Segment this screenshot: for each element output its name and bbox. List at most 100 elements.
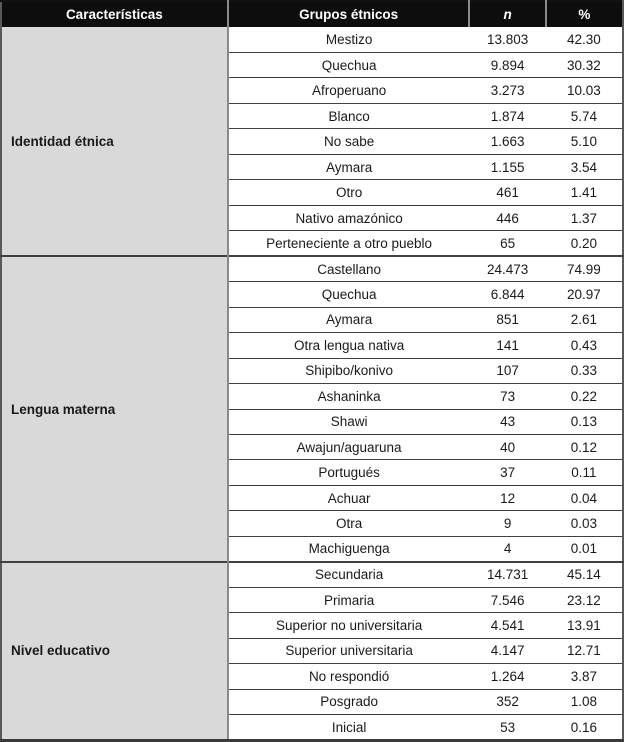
group-cell: Posgrado <box>227 688 470 715</box>
n-cell: 461 <box>469 179 546 206</box>
group-cell: Shipibo/konivo <box>227 357 470 384</box>
n-cell: 446 <box>469 204 546 231</box>
n-cell: 1.155 <box>469 153 546 180</box>
group-cell: Quechua <box>227 51 470 78</box>
n-cell: 13.803 <box>486 31 529 47</box>
table-row: Otra lengua nativa 141 0.43 <box>1 332 623 359</box>
category-cell: Nivel educativo <box>1 560 229 741</box>
table-row: Perteneciente a otro pueblo 65 0.20 <box>1 230 623 257</box>
table-body: Identidad étnica Mestizo 13.803 42.30 Quechu… <box>1 27 623 741</box>
group-cell: Superior no universitaria <box>227 612 470 639</box>
n-cell: 4.541 <box>469 612 546 639</box>
n-cell: 40 <box>469 433 546 460</box>
group-cell: Castellano <box>227 255 470 282</box>
table-row: Achuar 12 0.04 <box>1 484 623 511</box>
pct-cell: 0.01 <box>545 535 623 562</box>
pct-cell: 0.33 <box>545 357 623 384</box>
group-cell: Primaria <box>227 586 470 613</box>
pct-cell: 30.32 <box>545 51 623 78</box>
pct-cell: 1.37 <box>545 204 623 231</box>
pct-cell: 0.20 <box>545 230 623 257</box>
group-cell: Afroperuano <box>227 77 470 104</box>
n-cell: 9 <box>469 510 546 537</box>
n-cell: 7.546 <box>469 586 546 613</box>
pct-cell: 0.12 <box>545 433 623 460</box>
table-row: Nivel educativo Secundaria 14.731 45.14 <box>1 560 623 741</box>
pct-cell: 3.54 <box>545 153 623 180</box>
header-percent: % <box>545 1 623 27</box>
table-row: Otro 461 1.41 <box>1 179 623 206</box>
n-cell: 14.731 <box>469 560 546 588</box>
pct-cell: 0.22 <box>545 383 623 410</box>
table-row: Awajun/aguaruna 40 0.12 <box>1 433 623 460</box>
group-cell: Otro <box>227 179 470 206</box>
pct-cell: 74.99 <box>545 255 623 282</box>
group-cell: Superior universitaria <box>227 637 470 664</box>
n-cell: 352 <box>469 688 546 715</box>
table-row: Shawi 43 0.13 <box>1 408 623 435</box>
n-cell: 12 <box>469 484 546 511</box>
table-row: Lengua materna Castellano 24.473 74.99 <box>1 255 623 562</box>
pct-cell: 0.04 <box>545 484 623 511</box>
table-row: Ashaninka 73 0.22 <box>1 383 623 410</box>
table-row: Quechua 9.894 30.32 <box>1 51 623 78</box>
group-cell: Otra <box>227 510 470 537</box>
table-row: Aymara 851 2.61 <box>1 306 623 333</box>
pct-cell: 42.30 <box>566 31 601 47</box>
n-cell: 9.894 <box>469 51 546 78</box>
pct-cell: 1.08 <box>545 688 623 715</box>
group-cell: Quechua <box>227 281 470 308</box>
group-cell: Mestizo <box>325 31 373 47</box>
pct-cell: 12.71 <box>545 637 623 664</box>
group-cell: Blanco <box>227 102 470 129</box>
table-row: Superior universitaria 4.147 12.71 <box>1 637 623 664</box>
table-header: Características Grupos étnicos n % <box>1 1 623 27</box>
n-cell: 6.844 <box>469 281 546 308</box>
n-cell: 53 <box>469 714 546 741</box>
n-cell: 37 <box>469 459 546 486</box>
pct-cell: 3.87 <box>545 663 623 690</box>
header-grupos-etnicos: Grupos étnicos <box>227 1 471 27</box>
table-row: No sabe 1.663 5.10 <box>1 128 623 155</box>
table-row: Quechua 6.844 20.97 <box>1 281 623 308</box>
group-cell: Aymara <box>227 153 470 180</box>
pct-cell: 0.11 <box>545 459 623 486</box>
table-row: Superior no universitaria 4.541 13.91 <box>1 612 623 639</box>
n-cell: 1.264 <box>469 663 546 690</box>
table-row: Inicial 53 0.16 <box>1 714 623 741</box>
group-cell: Perteneciente a otro pueblo <box>227 230 470 257</box>
n-cell: 141 <box>469 332 546 359</box>
table-row: Aymara 1.155 3.54 <box>1 153 623 180</box>
table-row: Primaria 7.546 23.12 <box>1 586 623 613</box>
header-n: n <box>469 1 547 27</box>
group-cell: Achuar <box>227 484 470 511</box>
n-cell: 4 <box>469 535 546 562</box>
table-row: Nativo amazónico 446 1.37 <box>1 204 623 231</box>
n-cell: 107 <box>469 357 546 384</box>
pct-cell: 45.14 <box>545 560 623 588</box>
table-row: Shipibo/konivo 107 0.33 <box>1 357 623 384</box>
table-row: Posgrado 352 1.08 <box>1 688 623 715</box>
pct-cell: 5.74 <box>545 102 623 129</box>
table-row: Blanco 1.874 5.74 <box>1 102 623 129</box>
pct-cell: 0.16 <box>545 714 623 741</box>
pct-cell: 2.61 <box>545 306 623 333</box>
pct-cell: 5.10 <box>545 128 623 155</box>
header-row: Características Grupos étnicos n % <box>1 1 623 27</box>
pct-cell: 0.13 <box>545 408 623 435</box>
table-row: Afroperuano 3.273 10.03 <box>1 77 623 104</box>
group-cell: Portugués <box>227 459 470 486</box>
pct-cell: 13.91 <box>545 612 623 639</box>
pct-cell: 23.12 <box>545 586 623 613</box>
n-cell: 1.874 <box>469 102 546 129</box>
pct-cell: 1.41 <box>545 179 623 206</box>
table-row: Identidad étnica Mestizo 13.803 42.30 <box>1 27 623 257</box>
n-cell: 43 <box>469 408 546 435</box>
table-row: Portugués 37 0.11 <box>1 459 623 486</box>
group-cell: Awajun/aguaruna <box>227 433 470 460</box>
group-cell: Ashaninka <box>227 383 470 410</box>
group-cell: Machiguenga <box>227 535 470 562</box>
category-cell: Identidad étnica <box>1 27 229 257</box>
